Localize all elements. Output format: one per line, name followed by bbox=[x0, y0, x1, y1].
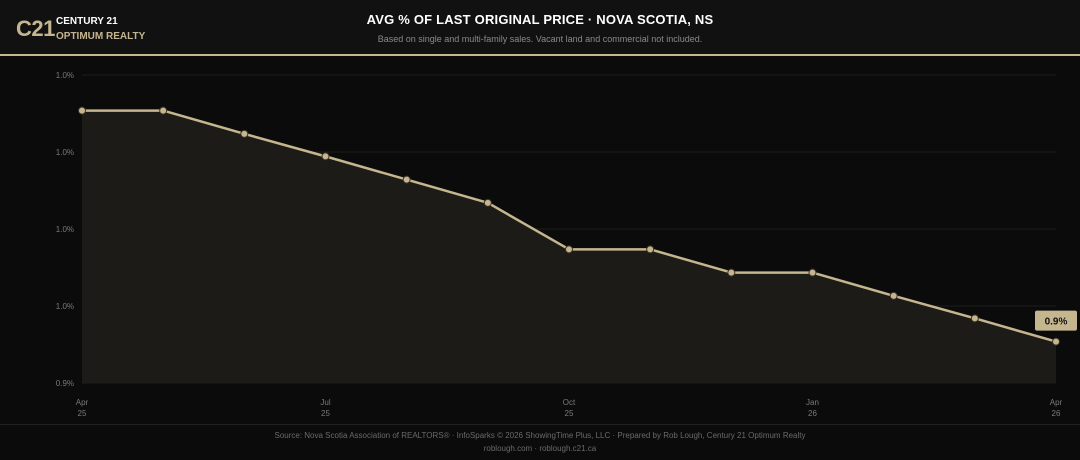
last-value-callout bbox=[1035, 310, 1077, 331]
chart-title: AVG % OF LAST ORIGINAL PRICE · NOVA SCOT… bbox=[366, 12, 714, 27]
data-point bbox=[321, 152, 330, 161]
x-tick-month: Jul bbox=[320, 398, 330, 407]
data-point bbox=[483, 198, 492, 207]
data-point bbox=[159, 106, 168, 115]
logo-office-name: OPTIMUM REALTY bbox=[56, 31, 146, 42]
data-point bbox=[565, 245, 573, 254]
data-point bbox=[889, 291, 898, 300]
area-fill bbox=[82, 110, 1056, 383]
chart-footer: Source: Nova Scotia Association of REALT… bbox=[0, 424, 1080, 460]
c21-logo-mark: C21 bbox=[16, 16, 55, 41]
x-tick-month: Jan bbox=[806, 398, 819, 407]
data-point bbox=[970, 314, 979, 323]
source-credit: Source: Nova Scotia Association of REALT… bbox=[274, 431, 806, 440]
y-tick-label: 1.0% bbox=[56, 148, 74, 157]
x-tick-month: Apr bbox=[76, 398, 89, 407]
y-tick-label: 0.9% bbox=[56, 379, 74, 388]
last-value-label: 0.9% bbox=[1045, 317, 1068, 328]
chart-header: C21 CENTURY 21 OPTIMUM REALTY AVG % OF L… bbox=[0, 0, 1080, 56]
data-point bbox=[402, 175, 411, 184]
x-tick-year: 25 bbox=[565, 409, 574, 418]
data-point bbox=[78, 106, 86, 115]
y-tick-label: 1.0% bbox=[56, 71, 74, 80]
chart-subtitle: Based on single and multi-family sales. … bbox=[377, 34, 703, 44]
data-point bbox=[808, 268, 817, 277]
y-tick-label: 1.0% bbox=[56, 225, 74, 234]
data-point bbox=[1052, 337, 1060, 346]
y-tick-label: 1.0% bbox=[56, 302, 74, 311]
x-tick-year: 25 bbox=[78, 409, 87, 418]
x-tick-year: 26 bbox=[1052, 409, 1061, 418]
data-point bbox=[646, 245, 655, 254]
data-point bbox=[240, 129, 249, 138]
website-links: roblough.com · roblough.c21.ca bbox=[483, 444, 597, 453]
logo-brand-name: CENTURY 21 bbox=[56, 16, 118, 27]
data-point bbox=[727, 268, 736, 277]
x-tick-month: Apr bbox=[1050, 398, 1063, 407]
x-tick-month: Oct bbox=[563, 398, 576, 407]
line-chart: 1.0% 1.0% 1.0% 1.0% 0.9% Apr 25 Jul 25 Oct 25 Jan 26… bbox=[56, 71, 1077, 418]
x-tick-year: 25 bbox=[321, 409, 330, 418]
x-tick-year: 26 bbox=[808, 409, 817, 418]
